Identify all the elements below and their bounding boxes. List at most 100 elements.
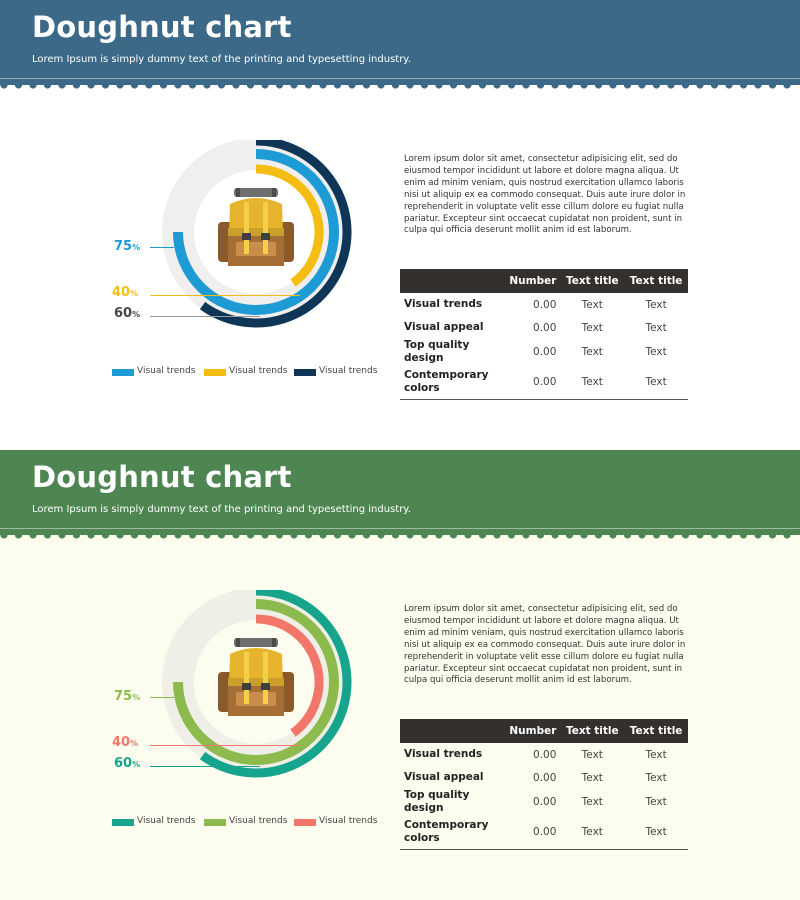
slide-subtitle: Lorem Ipsum is simply dummy text of the …	[32, 54, 411, 65]
scallop-dot	[739, 532, 748, 539]
table-cell: Text	[560, 815, 625, 850]
body-paragraph: Lorem ipsum dolor sit amet, consectetur …	[404, 604, 686, 686]
table-cell: Visual appeal	[404, 771, 484, 783]
pct-label-2: 40%	[112, 285, 139, 300]
scallop-dot	[72, 82, 81, 89]
scallop-dot	[464, 532, 472, 539]
legend-label: Visual trends	[137, 366, 196, 376]
scallop-dot	[710, 82, 719, 89]
scallop-dot	[43, 82, 52, 89]
table-row: Contemporary colors 0.00 Text Text	[400, 815, 688, 850]
bedroll	[234, 638, 278, 647]
strap-right	[263, 202, 268, 254]
scallop-dot	[43, 532, 52, 539]
strap-left	[244, 202, 249, 254]
scallop-dot	[681, 532, 690, 539]
slide-header: Doughnut chart Lorem Ipsum is simply dum…	[0, 450, 800, 532]
scallop-dot	[594, 532, 603, 539]
legend-label: Visual trends	[319, 366, 378, 376]
ring-series-2	[255, 614, 324, 737]
pct-label-3: 60%	[114, 306, 141, 321]
table-row: Visual trends 0.00 Text Text	[400, 743, 688, 766]
scallop-dot	[638, 82, 646, 89]
slide-title: Doughnut chart	[32, 10, 292, 44]
scallop-dot	[420, 82, 429, 89]
scallop-dot	[116, 82, 124, 89]
table-row: Visual appeal 0.00 Text Text	[400, 316, 688, 339]
buckle-right	[261, 683, 270, 690]
pct-label-1: 75%	[114, 689, 141, 704]
slide-title: Doughnut chart	[32, 460, 292, 494]
table-cell: Text	[581, 771, 603, 784]
table-cell: 0.00	[533, 748, 557, 761]
table-header-cell: Number	[492, 269, 561, 293]
scallop-dot	[478, 82, 487, 89]
header-rule	[0, 78, 800, 79]
table-cell: Text	[645, 796, 667, 808]
scallop-dot	[188, 532, 197, 539]
bedroll-strap	[236, 188, 240, 197]
table-header-cell: Number	[492, 719, 561, 743]
leader-line-1	[150, 247, 174, 248]
strap-left	[244, 652, 249, 704]
scallop-dot	[348, 82, 356, 89]
scallop-dot	[507, 532, 516, 539]
pack-band	[228, 228, 284, 238]
table-cell: Text	[624, 365, 688, 400]
scallop-dot	[768, 532, 777, 539]
leader-line-2	[150, 295, 300, 296]
scallop-dot	[275, 82, 284, 89]
table-cell: 0.00	[533, 298, 557, 311]
table-row: Top quality design 0.00 Text Text	[400, 789, 688, 815]
scallop-dot	[565, 82, 574, 89]
scallop-dot	[0, 82, 8, 89]
legend-swatch	[112, 369, 134, 376]
scallop-dot	[623, 532, 632, 539]
scallop-dot	[174, 532, 182, 539]
scallop-dot	[246, 532, 255, 539]
scallop-dot	[101, 82, 110, 89]
scallop-dot	[493, 82, 501, 89]
table-header-cell: Text title	[624, 719, 688, 743]
table-header-row: Number Text title Text title	[400, 719, 688, 743]
table-header-cell	[400, 269, 493, 293]
table-cell: Top quality design	[404, 789, 470, 814]
scallop-dot	[14, 532, 23, 539]
scallop-dot	[348, 532, 356, 539]
legend-label: Visual trends	[229, 816, 288, 826]
bedroll	[234, 188, 278, 197]
pocket-flap	[236, 692, 276, 706]
scallop-dot	[217, 532, 226, 539]
chart-legend: Visual trends Visual trends Visual trend…	[112, 366, 382, 380]
scallop-dot	[304, 532, 313, 539]
scallop-dot	[667, 82, 675, 89]
data-table: Number Text title Text title Visual tren…	[400, 719, 688, 850]
scallop-dot	[623, 82, 632, 89]
scallop-dot	[232, 532, 240, 539]
scallop-dot	[362, 82, 371, 89]
leader-line-3	[150, 766, 260, 767]
scallop-dot	[130, 532, 139, 539]
scallop-dot	[435, 82, 443, 89]
scallop-dot	[696, 82, 704, 89]
leader-line-1	[150, 697, 174, 698]
scallop-border	[0, 82, 800, 89]
scallop-dot	[217, 82, 226, 89]
scallop-dot	[377, 532, 385, 539]
table-cell: Contemporary colors	[400, 815, 493, 850]
table-cell: Contemporary colors	[400, 365, 493, 400]
table-cell: Text	[645, 321, 667, 334]
table-cell: Text	[581, 321, 603, 334]
scallop-dot	[29, 532, 37, 539]
scallop-dot	[159, 82, 168, 89]
data-table: Number Text title Text title Visual tren…	[400, 269, 688, 400]
scallop-dot	[536, 532, 545, 539]
table-cell: Visual trends	[404, 298, 483, 310]
scallop-dot	[333, 82, 342, 89]
table-row: Visual trends 0.00 Text Text	[400, 293, 688, 316]
scallop-dot	[681, 82, 690, 89]
table-cell: Text	[624, 815, 688, 850]
backpack-icon	[218, 188, 294, 266]
legend-swatch	[112, 819, 134, 826]
scallop-dot	[638, 532, 646, 539]
